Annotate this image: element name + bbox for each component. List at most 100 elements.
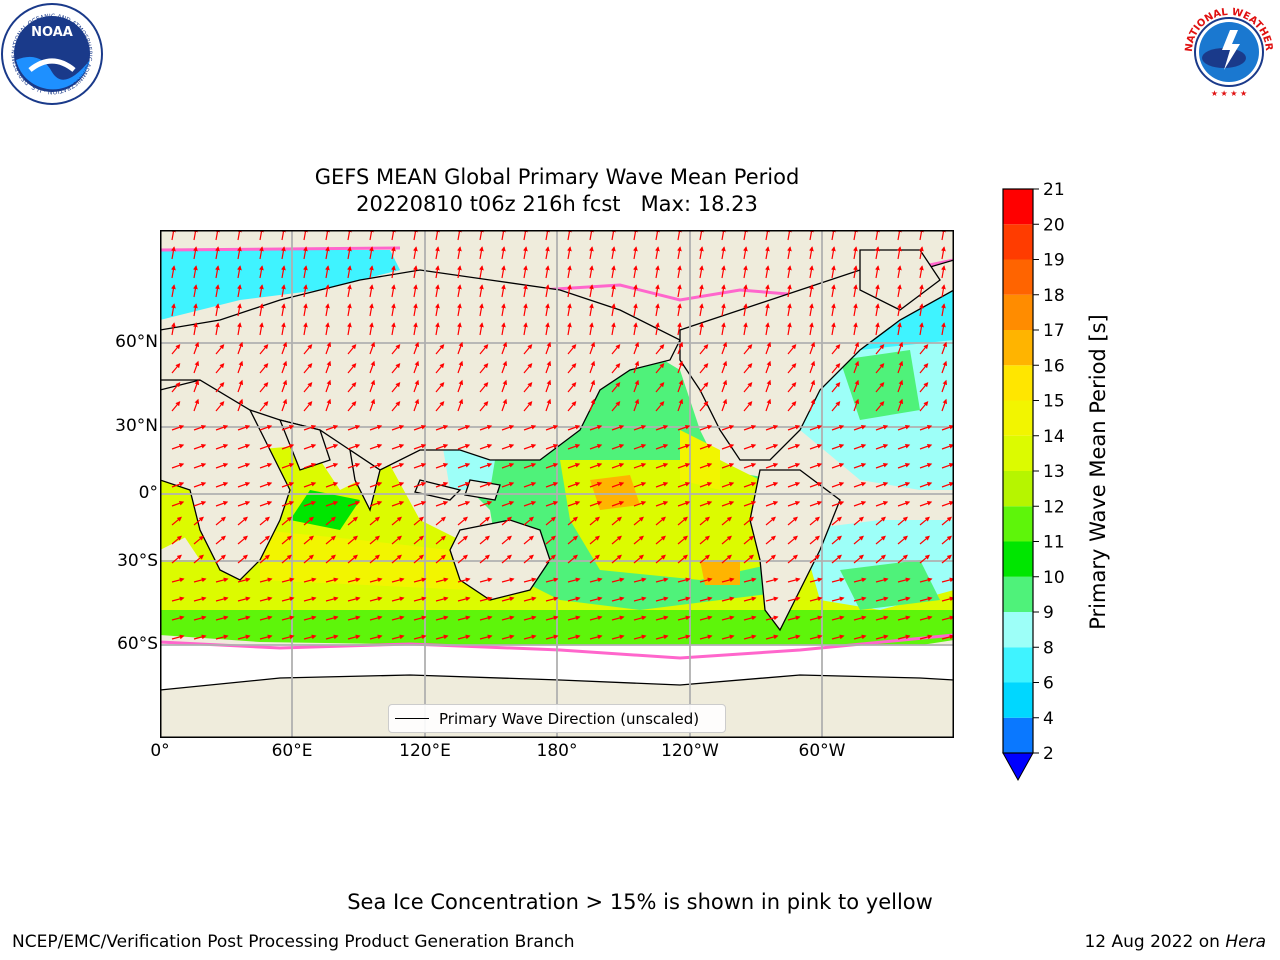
wave-direction-arrow: [193, 424, 207, 431]
wave-direction-arrow: [941, 500, 954, 507]
wave-direction-arrow: [501, 577, 515, 583]
wave-direction-arrow: [853, 554, 864, 564]
wave-direction-arrow: [589, 322, 594, 336]
plot-title-line2: 20220810 t06z 216h fcst Max: 18.23: [356, 192, 758, 216]
wave-direction-arrow: [435, 596, 449, 602]
wave-direction-arrow: [325, 265, 330, 279]
wave-direction-arrow: [611, 554, 622, 564]
wave-direction-arrow: [435, 462, 449, 469]
wave-direction-arrow: [523, 634, 537, 640]
wave-direction-arrow: [611, 265, 616, 279]
wave-direction-arrow: [809, 577, 823, 583]
wave-direction-arrow: [435, 500, 449, 507]
wave-direction-arrow: [875, 284, 880, 298]
wave-direction-arrow: [809, 596, 823, 602]
wave-direction-arrow: [567, 322, 572, 336]
wave-direction-arrow: [699, 265, 704, 279]
wave-direction-arrow: [391, 401, 401, 412]
wave-direction-arrow: [875, 382, 885, 393]
wave-direction-arrow: [281, 284, 286, 298]
wave-direction-arrow: [809, 516, 820, 526]
wave-direction-arrow: [655, 462, 669, 469]
colorbar-tick-label: 2: [1043, 744, 1054, 764]
colorbar-bin: [1003, 471, 1033, 507]
wave-direction-arrow: [281, 615, 295, 621]
wave-direction-arrow: [523, 246, 528, 260]
wave-direction-arrow: [347, 246, 352, 260]
wave-direction-arrow: [589, 398, 596, 412]
wave-direction-arrow: [897, 577, 911, 583]
legend-line-swatch: [395, 718, 429, 719]
wave-direction-arrow: [875, 424, 889, 431]
colorbar-bin: [1003, 506, 1033, 542]
wave-direction-arrow: [369, 322, 374, 336]
wave-direction-arrow: [413, 265, 418, 279]
wave-direction-arrow: [853, 303, 858, 317]
colorbar-tick-label: 9: [1043, 603, 1054, 623]
wave-direction-arrow: [919, 363, 929, 374]
wave-direction-arrow: [875, 535, 886, 545]
wave-direction-arrow: [941, 516, 952, 526]
wave-direction-arrow: [941, 443, 954, 450]
wave-direction-arrow: [655, 382, 665, 393]
wave-direction-arrow: [589, 634, 603, 640]
wave-direction-arrow: [457, 615, 471, 621]
wave-direction-arrow: [633, 443, 647, 450]
lon-label-120e: 120°E: [399, 741, 451, 761]
wave-direction-arrow: [897, 379, 904, 393]
wave-direction-arrow: [193, 303, 198, 317]
wave-direction-arrow: [237, 246, 242, 260]
wave-direction-arrow: [765, 500, 779, 507]
wave-direction-arrow: [655, 363, 665, 374]
wave-direction-arrow: [457, 634, 471, 640]
wave-direction-arrow: [479, 634, 493, 640]
wave-direction-arrow: [347, 424, 361, 431]
wave-direction-arrow: [347, 535, 358, 545]
wave-direction-arrow: [567, 246, 572, 260]
wave-direction-arrow: [743, 246, 748, 260]
wave-direction-arrow: [809, 379, 816, 393]
wave-direction-arrow: [347, 344, 357, 355]
wave-direction-arrow: [523, 363, 533, 374]
wave-direction-arrow: [831, 443, 845, 450]
wave-direction-arrow: [369, 443, 383, 450]
lon-label-0: 0°: [150, 741, 170, 761]
wave-direction-arrow: [809, 265, 814, 279]
wave-direction-arrow: [677, 398, 684, 412]
wave-direction-arrow: [259, 500, 273, 507]
wave-direction-arrow: [699, 284, 704, 298]
wave-direction-arrow: [831, 363, 841, 374]
wave-direction-arrow: [743, 322, 748, 336]
wave-direction-arrow: [941, 303, 946, 317]
wave-direction-arrow: [633, 634, 647, 640]
wave-direction-arrow: [303, 554, 314, 564]
wave-direction-arrow: [765, 462, 779, 469]
wave-direction-arrow: [897, 443, 911, 450]
wave-direction-arrow: [567, 596, 581, 602]
wave-direction-arrow: [831, 500, 845, 507]
wave-direction-arrow: [457, 481, 471, 488]
wave-direction-arrow: [721, 577, 735, 583]
colorbar-tick-label: 14: [1043, 427, 1065, 447]
wave-direction-arrow: [677, 424, 691, 431]
wave-direction-arrow: [677, 322, 682, 336]
wave-direction-arrow: [941, 424, 954, 431]
wave-direction-arrow: [479, 424, 493, 431]
wave-direction-arrow: [259, 322, 264, 336]
wave-direction-arrow: [743, 516, 754, 526]
wave-direction-arrow: [325, 462, 339, 469]
wave-direction-arrow: [809, 535, 820, 545]
wave-direction-arrow: [215, 424, 229, 431]
wave-direction-arrow: [831, 424, 845, 431]
wave-direction-arrow: [875, 634, 889, 640]
wave-direction-arrow: [721, 615, 735, 621]
wave-direction-arrow: [171, 481, 185, 488]
wave-direction-arrow: [501, 634, 515, 640]
wave-direction-arrow: [699, 401, 709, 412]
wave-direction-arrow: [809, 322, 814, 336]
wave-direction-arrow: [721, 322, 726, 336]
wave-direction-arrow: [347, 500, 361, 507]
wave-direction-arrow: [831, 516, 842, 526]
wave-direction-arrow: [919, 554, 930, 564]
wave-direction-arrow: [567, 265, 572, 279]
